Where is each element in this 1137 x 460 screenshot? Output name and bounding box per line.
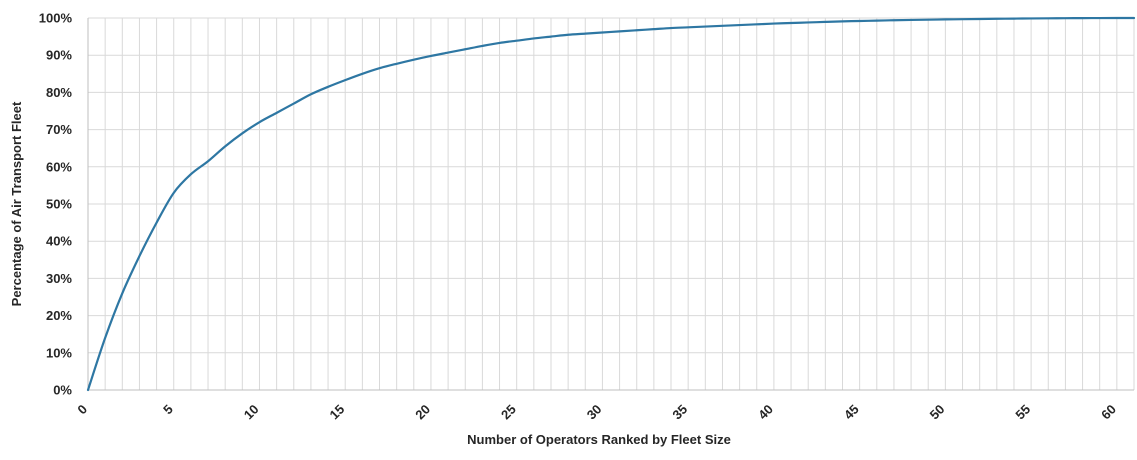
x-axis-title: Number of Operators Ranked by Fleet Size bbox=[467, 432, 731, 447]
y-tick-label: 60% bbox=[46, 159, 72, 174]
y-tick-label: 40% bbox=[46, 234, 72, 249]
x-tick-label: 0 bbox=[74, 402, 90, 418]
x-tick-labels: 0 5 10 15 20 25 30 35 40 45 50 55 60 bbox=[74, 402, 1119, 423]
y-tick-label: 10% bbox=[46, 345, 72, 360]
grid bbox=[88, 17, 1135, 390]
x-tick-label: 5 bbox=[160, 402, 176, 418]
x-tick-label: 20 bbox=[412, 402, 433, 423]
y-tick-label: 80% bbox=[46, 85, 72, 100]
y-tick-labels: 0% 10% 20% 30% 40% 50% 60% 70% 80% 90% 100% bbox=[39, 11, 73, 398]
y-tick-label: 0% bbox=[53, 383, 72, 398]
y-tick-label: 90% bbox=[46, 48, 72, 63]
x-tick-label: 40 bbox=[755, 402, 776, 423]
series bbox=[86, 16, 1136, 392]
y-tick-label: 30% bbox=[46, 271, 72, 286]
y-axis-title: Percentage of Air Transport Fleet bbox=[9, 101, 24, 306]
axes bbox=[87, 18, 1134, 391]
series-line bbox=[86, 16, 1136, 392]
x-tick-label: 50 bbox=[927, 402, 948, 423]
x-tick-label: 60 bbox=[1098, 402, 1119, 423]
y-tick-label: 20% bbox=[46, 308, 72, 323]
y-tick-label: 50% bbox=[46, 197, 72, 212]
y-tick-label: 70% bbox=[46, 122, 72, 137]
x-tick-label: 30 bbox=[584, 402, 605, 423]
y-tick-label: 100% bbox=[39, 11, 73, 26]
x-tick-label: 55 bbox=[1012, 402, 1033, 423]
x-tick-label: 25 bbox=[498, 402, 519, 423]
x-tick-label: 45 bbox=[841, 402, 862, 423]
x-tick-label: 10 bbox=[241, 402, 262, 423]
x-tick-label: 35 bbox=[669, 402, 690, 423]
x-tick-label: 15 bbox=[326, 402, 347, 423]
